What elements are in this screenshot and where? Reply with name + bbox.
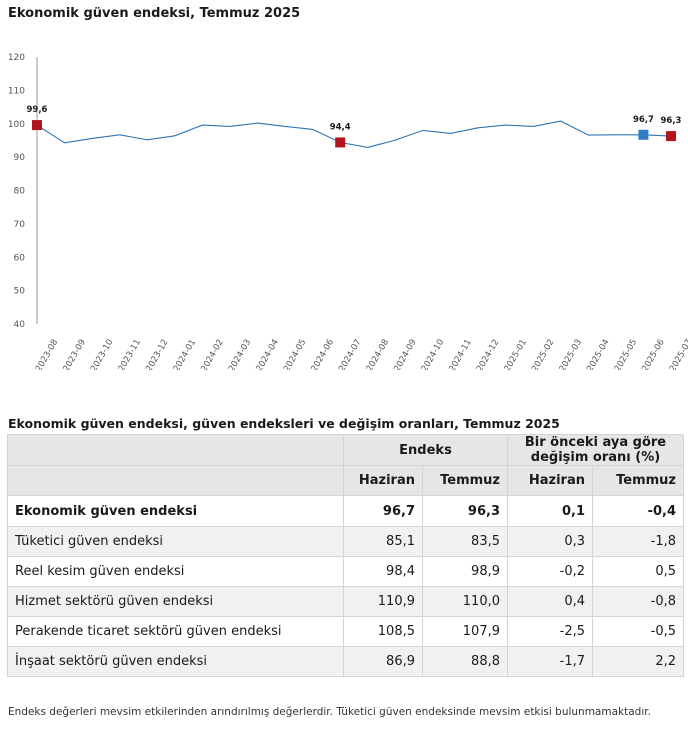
x-tick-label: 2024-11 (447, 338, 473, 370)
table-footnote: Endeks değerleri mevsim etkilerinden arı… (8, 706, 651, 718)
table-sub-header-row: Haziran Temmuz Haziran Temmuz (7, 465, 684, 496)
x-tick-label: 2024-10 (420, 338, 446, 370)
cell-value: 96,7 (343, 495, 423, 527)
header-index-july: Temmuz (422, 465, 508, 496)
x-tick-label: 2025-05 (613, 338, 639, 370)
x-tick-label: 2024-06 (310, 338, 336, 370)
cell-value: -1,8 (592, 526, 684, 557)
highlight-marker (32, 120, 42, 131)
cell-value: -0,5 (592, 616, 684, 647)
x-tick-label: 2023-09 (62, 338, 88, 370)
cell-value: 96,3 (422, 495, 508, 527)
x-tick-label: 2025-04 (585, 338, 611, 370)
row-label: Ekonomik güven endeksi (7, 495, 344, 527)
cell-value: 107,9 (422, 616, 508, 647)
row-label: Hizmet sektörü güven endeksi (7, 586, 344, 617)
cell-value: -0,8 (592, 586, 684, 617)
table-corner-cell (7, 434, 344, 466)
table-row: Ekonomik güven endeksi 96,7 96,3 0,1 -0,… (7, 495, 684, 527)
series-line (36, 120, 672, 148)
y-tick-label: 40 (14, 320, 26, 330)
cell-value: 2,2 (592, 646, 684, 677)
cell-value: 0,3 (507, 526, 593, 557)
cell-value: 108,5 (343, 616, 423, 647)
table-row: Reel kesim güven endeksi 98,4 98,9 -0,2 … (7, 556, 684, 587)
cell-value: -0,4 (592, 495, 684, 527)
header-change-july: Temmuz (592, 465, 684, 496)
data-label: 94,4 (330, 122, 351, 132)
table-row: Hizmet sektörü güven endeksi 110,9 110,0… (7, 586, 684, 617)
header-index-june: Haziran (343, 465, 423, 496)
cell-value: -0,2 (507, 556, 593, 587)
row-label: Tüketici güven endeksi (7, 526, 344, 557)
x-tick-label: 2023-12 (144, 338, 170, 370)
x-tick-label: 2024-03 (227, 338, 253, 370)
row-label: Perakende ticaret sektörü güven endeksi (7, 616, 344, 647)
table-group-header-row: Endeks Bir önceki aya göre değişim oranı… (7, 434, 684, 466)
cell-value: 85,1 (343, 526, 423, 557)
change-group-header: Bir önceki aya göre değişim oranı (%) (507, 434, 684, 466)
cell-value: -1,7 (507, 646, 593, 677)
cell-value: 98,4 (343, 556, 423, 587)
table-label-header (7, 465, 344, 496)
cell-value: 86,9 (343, 646, 423, 677)
table-title: Ekonomik güven endeksi, güven endeksleri… (8, 416, 560, 431)
highlight-marker (638, 129, 649, 140)
cell-value: 83,5 (422, 526, 508, 557)
cell-value: 0,4 (507, 586, 593, 617)
chart-title: Ekonomik güven endeksi, Temmuz 2025 (8, 6, 301, 21)
y-tick-label: 90 (14, 153, 26, 163)
x-tick-label: 2023-11 (117, 338, 143, 370)
table-row: Perakende ticaret sektörü güven endeksi … (7, 616, 684, 647)
x-tick-label: 2024-04 (254, 338, 280, 370)
index-group-header: Endeks (343, 434, 508, 466)
x-tick-label: 2024-07 (337, 338, 363, 370)
cell-value: -2,5 (507, 616, 593, 647)
x-tick-label: 2024-12 (475, 338, 501, 370)
x-tick-label: 2024-08 (365, 338, 391, 370)
header-change-june: Haziran (507, 465, 593, 496)
row-label: Reel kesim güven endeksi (7, 556, 344, 587)
x-tick-label: 2025-01 (503, 338, 529, 370)
x-tick-label: 2024-09 (392, 338, 418, 370)
table-row: Tüketici güven endeksi 85,1 83,5 0,3 -1,… (7, 526, 684, 557)
y-tick-label: 50 (14, 287, 26, 297)
highlight-marker (335, 137, 346, 148)
y-tick-label: 60 (14, 253, 26, 263)
x-tick-label: 2024-02 (199, 338, 225, 370)
x-tick-label: 2025-06 (640, 338, 666, 370)
cell-value: 0,5 (592, 556, 684, 587)
y-tick-label: 80 (14, 187, 26, 197)
cell-value: 110,0 (422, 586, 508, 617)
y-tick-label: 100 (8, 120, 25, 130)
cell-value: 0,1 (507, 495, 593, 527)
x-tick-label: 2024-01 (172, 338, 198, 370)
confidence-table: Endeks Bir önceki aya göre değişim oranı… (7, 434, 684, 677)
y-tick-label: 120 (8, 53, 25, 63)
cell-value: 98,9 (422, 556, 508, 587)
data-label: 96,3 (661, 116, 682, 126)
x-tick-label: 2025-07 (668, 338, 688, 370)
x-tick-label: 2023-10 (89, 338, 115, 370)
data-label: 99,6 (27, 105, 48, 115)
y-tick-label: 70 (14, 220, 26, 230)
data-label: 96,7 (633, 115, 654, 125)
x-tick-label: 2025-03 (558, 338, 584, 370)
y-tick-label: 110 (8, 86, 25, 96)
x-tick-label: 2023-08 (34, 338, 60, 370)
highlight-marker (666, 131, 676, 142)
cell-value: 88,8 (422, 646, 508, 677)
x-tick-label: 2024-05 (282, 338, 308, 370)
cell-value: 110,9 (343, 586, 423, 617)
x-tick-label: 2025-02 (530, 338, 556, 370)
row-label: İnşaat sektörü güven endeksi (7, 646, 344, 677)
table-row: İnşaat sektörü güven endeksi 86,9 88,8 -… (7, 646, 684, 677)
